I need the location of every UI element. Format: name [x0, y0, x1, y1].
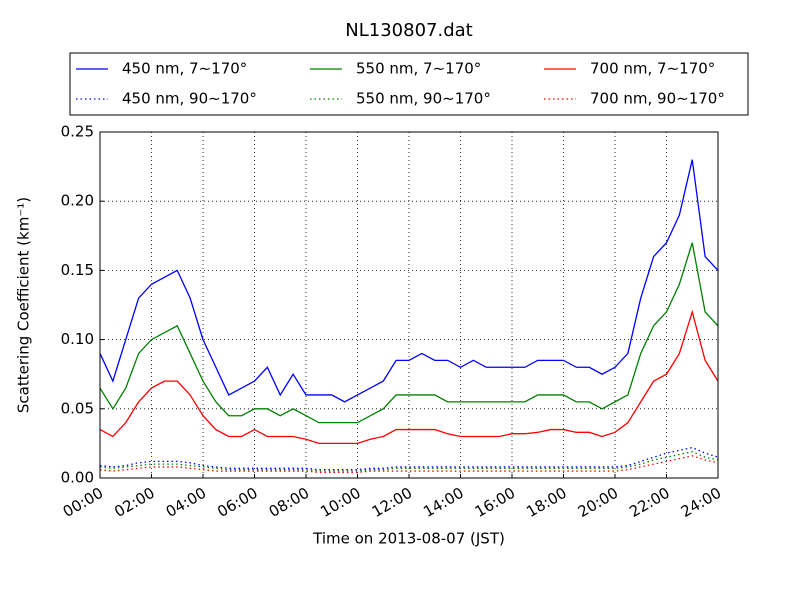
legend-label: 550 nm, 7∼170° — [356, 60, 481, 78]
data-line — [99, 309, 719, 445]
x-tick-label: 02:00 — [111, 484, 157, 521]
x-tick-label: 20:00 — [575, 484, 621, 521]
x-tick-label: 22:00 — [626, 484, 672, 521]
y-tick-label: 0.10 — [61, 330, 94, 348]
x-tick-label: 06:00 — [214, 484, 260, 521]
legend-label: 450 nm, 90∼170° — [122, 90, 257, 108]
chart-title: NL130807.dat — [345, 20, 472, 41]
x-tick-label: 16:00 — [472, 484, 518, 521]
plot-frame — [99, 131, 719, 479]
y-tick-label: 0.25 — [61, 123, 94, 141]
x-tick-label: 12:00 — [369, 484, 415, 521]
x-axis-label: Time on 2013-08-07 (JST) — [312, 530, 505, 548]
legend-label: 550 nm, 90∼170° — [356, 90, 491, 108]
x-tick-label: 08:00 — [266, 484, 312, 521]
x-tick-label: 04:00 — [163, 484, 209, 521]
y-tick-label: 0.20 — [61, 192, 94, 210]
x-tick-label: 18:00 — [523, 484, 569, 521]
x-tick-label: 14:00 — [420, 484, 466, 521]
y-tick-label: 0.05 — [61, 399, 94, 417]
legend-label: 700 nm, 7∼170° — [590, 60, 715, 78]
legend-label: 700 nm, 90∼170° — [590, 90, 725, 108]
legend-box — [69, 52, 749, 116]
x-tick-label: 00:00 — [60, 484, 106, 521]
data-line — [99, 242, 719, 424]
data-line — [99, 446, 719, 471]
y-tick-label: 0.15 — [61, 261, 94, 279]
legend-label: 450 nm, 7∼170° — [122, 60, 247, 78]
x-tick-label: 24:00 — [678, 484, 724, 521]
y-tick-label: 0.00 — [61, 469, 94, 487]
data-line — [99, 159, 719, 403]
x-tick-label: 10:00 — [317, 484, 363, 521]
y-axis-label: Scattering Coefficient (km⁻¹) — [15, 197, 33, 413]
